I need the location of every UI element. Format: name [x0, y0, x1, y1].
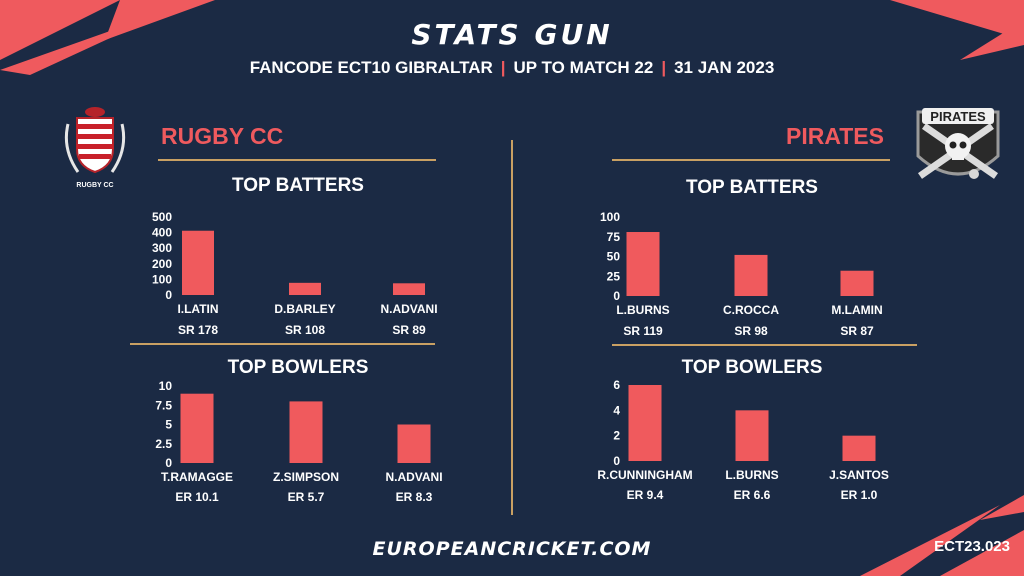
category-label: N.ADVANI: [385, 470, 442, 484]
red-slash-bottomright-3: [980, 495, 1024, 520]
rate-label: ER 9.4: [627, 488, 664, 502]
category-label: N.ADVANI: [380, 302, 437, 316]
category-label: T.RAMAGGE: [161, 470, 233, 484]
red-slash-topleft: [0, 0, 120, 60]
bar-lburns: [626, 232, 660, 296]
category-label: D.BARLEY: [274, 302, 335, 316]
y-tick-label: 5: [165, 418, 172, 432]
rate-label: ER 10.1: [175, 490, 219, 504]
rate-label: SR 178: [178, 323, 218, 337]
bar-mlamin: [840, 270, 874, 296]
y-tick-label: 100: [152, 272, 172, 286]
pirates-logo: PIRATES: [916, 108, 1000, 179]
section-title-bowlers-right: TOP BOWLERS: [681, 357, 823, 378]
category-label: L.BURNS: [616, 303, 669, 317]
y-tick-label: 2: [613, 429, 620, 443]
red-slash-bottomright-2: [940, 530, 1024, 576]
subtitle-separator: |: [500, 58, 506, 77]
bar-lburns: [735, 410, 769, 461]
y-tick-label: 4: [613, 403, 620, 417]
rate-label: SR 87: [840, 324, 874, 338]
category-label: J.SANTOS: [829, 468, 889, 482]
y-tick-label: 400: [152, 226, 172, 240]
category-label: I.LATIN: [177, 302, 218, 316]
divider-team-right: [612, 159, 890, 161]
bar-dbarley: [289, 282, 321, 295]
section-title-batters-right: TOP BATTERS: [686, 177, 818, 198]
bar-ilatin: [182, 230, 214, 295]
y-tick-label: 6: [613, 378, 620, 392]
section-title-bowlers-left: TOP BOWLERS: [227, 357, 369, 378]
rate-label: SR 119: [623, 324, 663, 338]
y-tick-label: 200: [152, 257, 172, 271]
page-title: STATS GUN: [411, 18, 613, 51]
y-tick-label: 25: [607, 269, 621, 283]
category-label: M.LAMIN: [831, 303, 882, 317]
y-tick-label: 500: [152, 210, 172, 224]
bar-tramagge: [180, 393, 214, 463]
footer-website[interactable]: EUROPEANCRICKET.COM: [372, 538, 652, 560]
team-name-left: RUGBY CC: [161, 123, 284, 149]
pirates-logo-text: PIRATES: [930, 109, 986, 124]
red-slash-topleft-3: [105, 0, 215, 40]
rugby-cc-logo: RUGBY CC: [64, 107, 126, 189]
y-tick-label: 300: [152, 241, 172, 255]
bar-nadvani: [397, 424, 431, 463]
red-slash-topright-2: [960, 20, 1024, 60]
subtitle-separator: |: [661, 58, 667, 77]
category-label: C.ROCCA: [723, 303, 779, 317]
page-subtitle: FANCODE ECT10 GIBRALTAR | UP TO MATCH 22 | 3…: [0, 58, 1024, 78]
rate-label: ER 6.6: [734, 488, 771, 502]
red-slash-topright: [890, 0, 1024, 40]
rate-label: ER 5.7: [288, 490, 325, 504]
category-label: Z.SIMPSON: [273, 470, 339, 484]
rate-label: SR 108: [285, 323, 325, 337]
subtitle-competition: FANCODE ECT10 GIBRALTAR: [249, 58, 493, 77]
rugby-logo-text: RUGBY CC: [76, 182, 113, 189]
y-tick-label: 50: [607, 250, 621, 264]
footer-code: ECT23.023: [934, 538, 1010, 555]
bar-nadvani: [393, 283, 425, 295]
bar-crocca: [734, 254, 768, 296]
y-tick-label: 2.5: [155, 437, 172, 451]
subtitle-date: 31 JAN 2023: [674, 58, 775, 77]
rate-label: ER 8.3: [396, 490, 433, 504]
rate-label: SR 89: [392, 323, 426, 337]
team-name-right: PIRATES: [786, 123, 884, 149]
rate-label: SR 98: [734, 324, 768, 338]
category-label: R.CUNNINGHAM: [597, 468, 692, 482]
subtitle-match: UP TO MATCH 22: [513, 58, 654, 77]
y-tick-label: 100: [600, 210, 620, 224]
y-tick-label: 0: [613, 454, 620, 468]
y-tick-label: 0: [165, 288, 172, 302]
bar-rcunningham: [628, 385, 662, 461]
divider-section-left: [130, 343, 435, 345]
y-tick-label: 75: [607, 230, 621, 244]
divider-section-right: [612, 344, 917, 346]
y-tick-label: 0: [613, 289, 620, 303]
section-title-batters-left: TOP BATTERS: [232, 175, 364, 196]
y-tick-label: 7.5: [155, 398, 172, 412]
y-tick-label: 10: [159, 379, 173, 393]
divider-team-left: [158, 159, 436, 161]
bar-jsantos: [842, 435, 876, 461]
center-divider: [511, 140, 513, 515]
y-tick-label: 0: [165, 456, 172, 470]
red-slash-bottomright: [860, 505, 1000, 576]
rate-label: ER 1.0: [841, 488, 878, 502]
bar-zsimpson: [289, 401, 323, 463]
category-label: L.BURNS: [725, 468, 778, 482]
